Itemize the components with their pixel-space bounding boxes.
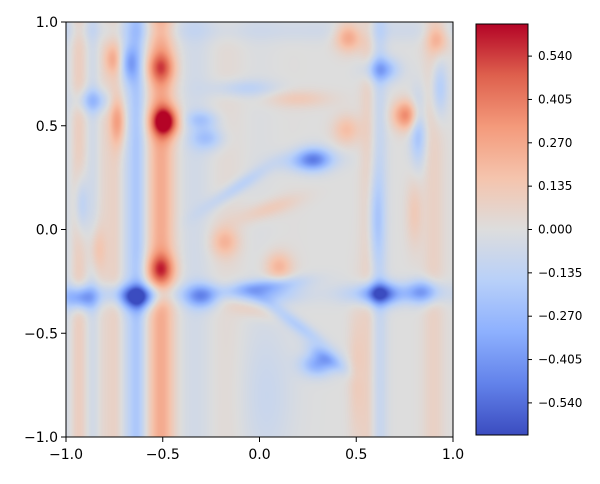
colorbar-tick-label: 0.000 xyxy=(538,223,572,237)
y-axis: 1.0 0.5 0.0 −0.5 −1.0 xyxy=(24,15,66,446)
y-tick-label: −0.5 xyxy=(24,326,58,342)
colorbar-tick-label: −0.135 xyxy=(538,266,582,280)
y-tick-label: 0.5 xyxy=(36,119,58,135)
colorbar-tick-label: −0.540 xyxy=(538,396,582,410)
x-tick-label: 0.5 xyxy=(345,447,367,463)
colorbar-tick-label: −0.405 xyxy=(538,353,582,367)
plot-area xyxy=(65,21,454,438)
x-axis: −1.0 −0.5 0.0 0.5 1.0 xyxy=(49,437,464,463)
y-tick-label: −1.0 xyxy=(24,430,58,446)
colorbar-tick-label: −0.270 xyxy=(538,309,582,323)
colorbar-tick-label: 0.270 xyxy=(538,136,572,150)
heatmap-image xyxy=(66,22,453,437)
colorbar-ticks: 0.540 0.405 0.270 0.135 0.000 −0.135 −0.270 −0.… xyxy=(528,49,582,410)
x-tick-label: −1.0 xyxy=(49,447,83,463)
colorbar-tick-label: 0.135 xyxy=(538,179,572,193)
x-tick-label: 0.0 xyxy=(248,447,270,463)
y-tick-label: 0.0 xyxy=(36,223,58,239)
colorbar: 0.540 0.405 0.270 0.135 0.000 −0.135 −0.270 −0.… xyxy=(475,23,582,436)
y-tick-label: 1.0 xyxy=(36,15,58,31)
colorbar-tick-label: 0.405 xyxy=(538,92,572,106)
x-tick-label: −0.5 xyxy=(146,447,180,463)
colorbar-tick-label: 0.540 xyxy=(538,49,572,63)
x-tick-label: 1.0 xyxy=(442,447,464,463)
colorbar-gradient xyxy=(476,24,528,435)
